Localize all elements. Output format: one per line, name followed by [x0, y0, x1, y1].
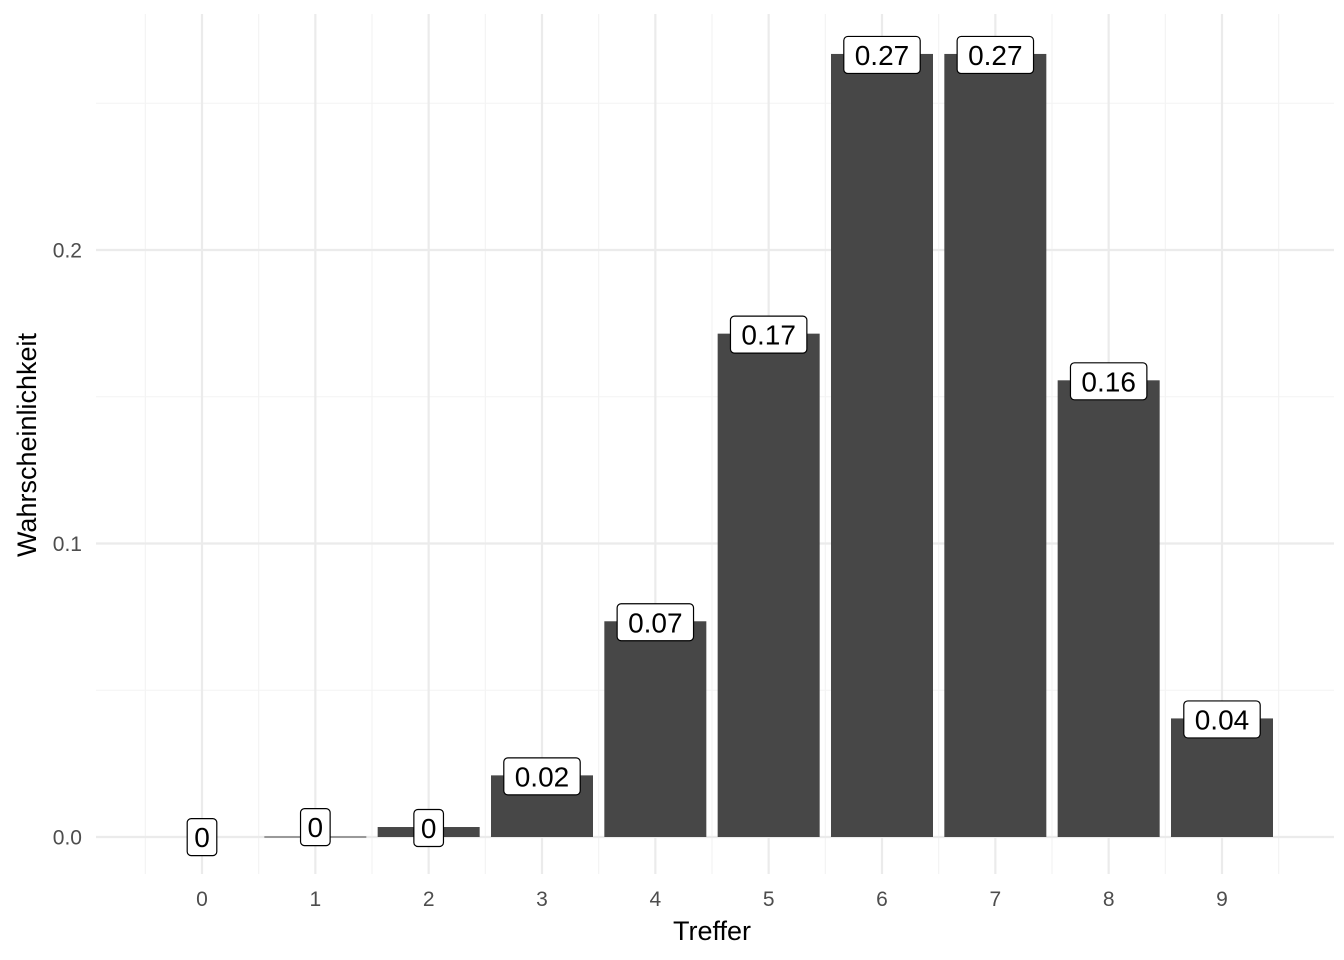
data-label: 0.27	[956, 35, 1035, 75]
data-label: 0	[299, 808, 331, 847]
y-axis-title: Wahrscheinlichkeit	[12, 332, 42, 557]
data-label-text: 0.27	[968, 40, 1023, 71]
data-label: 0.16	[1069, 362, 1148, 401]
data-label-box	[299, 808, 331, 847]
data-label-text: 0.04	[1195, 704, 1250, 735]
data-label-box	[186, 818, 218, 857]
data-label-text: 0.27	[855, 40, 910, 71]
data-label-text: 0.02	[515, 761, 570, 792]
bar	[717, 333, 820, 837]
x-tick-label: 9	[1216, 888, 1228, 911]
x-axis-ticks: 0 1 2 3 4 5 6 7 8 9	[196, 888, 1228, 911]
data-label-box	[956, 35, 1035, 75]
x-axis-title: Treffer	[673, 916, 751, 946]
data-label: 0.02	[503, 757, 581, 796]
y-tick-label: 0.2	[53, 240, 82, 263]
data-label-box	[843, 35, 921, 75]
data-label-text: 0	[194, 822, 210, 853]
y-axis-ticks: 0.0 0.1 0.2	[53, 240, 82, 850]
data-label-box	[616, 603, 695, 642]
data-label-box	[1069, 362, 1148, 401]
y-tick-label: 0.0	[53, 827, 82, 850]
data-label-text: 0	[421, 813, 437, 844]
x-tick-label: 5	[763, 888, 775, 911]
x-tick-label: 4	[649, 888, 661, 911]
x-tick-label: 6	[876, 888, 888, 911]
x-tick-label: 7	[989, 888, 1001, 911]
y-tick-label: 0.1	[53, 533, 82, 556]
bar	[1057, 380, 1160, 837]
data-label: 0	[186, 818, 218, 857]
data-label: 0.07	[616, 603, 695, 642]
x-tick-label: 0	[196, 888, 208, 911]
x-tick-label: 3	[536, 888, 548, 911]
x-tick-label: 1	[309, 888, 321, 911]
data-label-text: 0.07	[628, 607, 683, 638]
data-labels: 0 0 0 0.02 0.07 0.17 0.27 0.27 0.16 0.04	[186, 35, 1261, 857]
data-label: 0.17	[729, 315, 808, 354]
data-label-box	[729, 315, 808, 354]
bar	[604, 621, 707, 837]
x-tick-label: 8	[1103, 888, 1115, 911]
x-tick-label: 2	[423, 888, 435, 911]
data-label: 0	[413, 808, 445, 848]
data-label-text: 0	[308, 812, 324, 843]
data-label-text: 0.16	[1081, 366, 1136, 397]
bar	[830, 53, 933, 837]
data-label-box	[413, 808, 445, 848]
data-label: 0.27	[843, 35, 921, 75]
data-label-text: 0.17	[741, 320, 796, 351]
data-label-box	[503, 757, 581, 796]
data-label-box	[1183, 700, 1261, 739]
bar	[944, 53, 1047, 837]
data-label: 0.04	[1183, 700, 1261, 739]
